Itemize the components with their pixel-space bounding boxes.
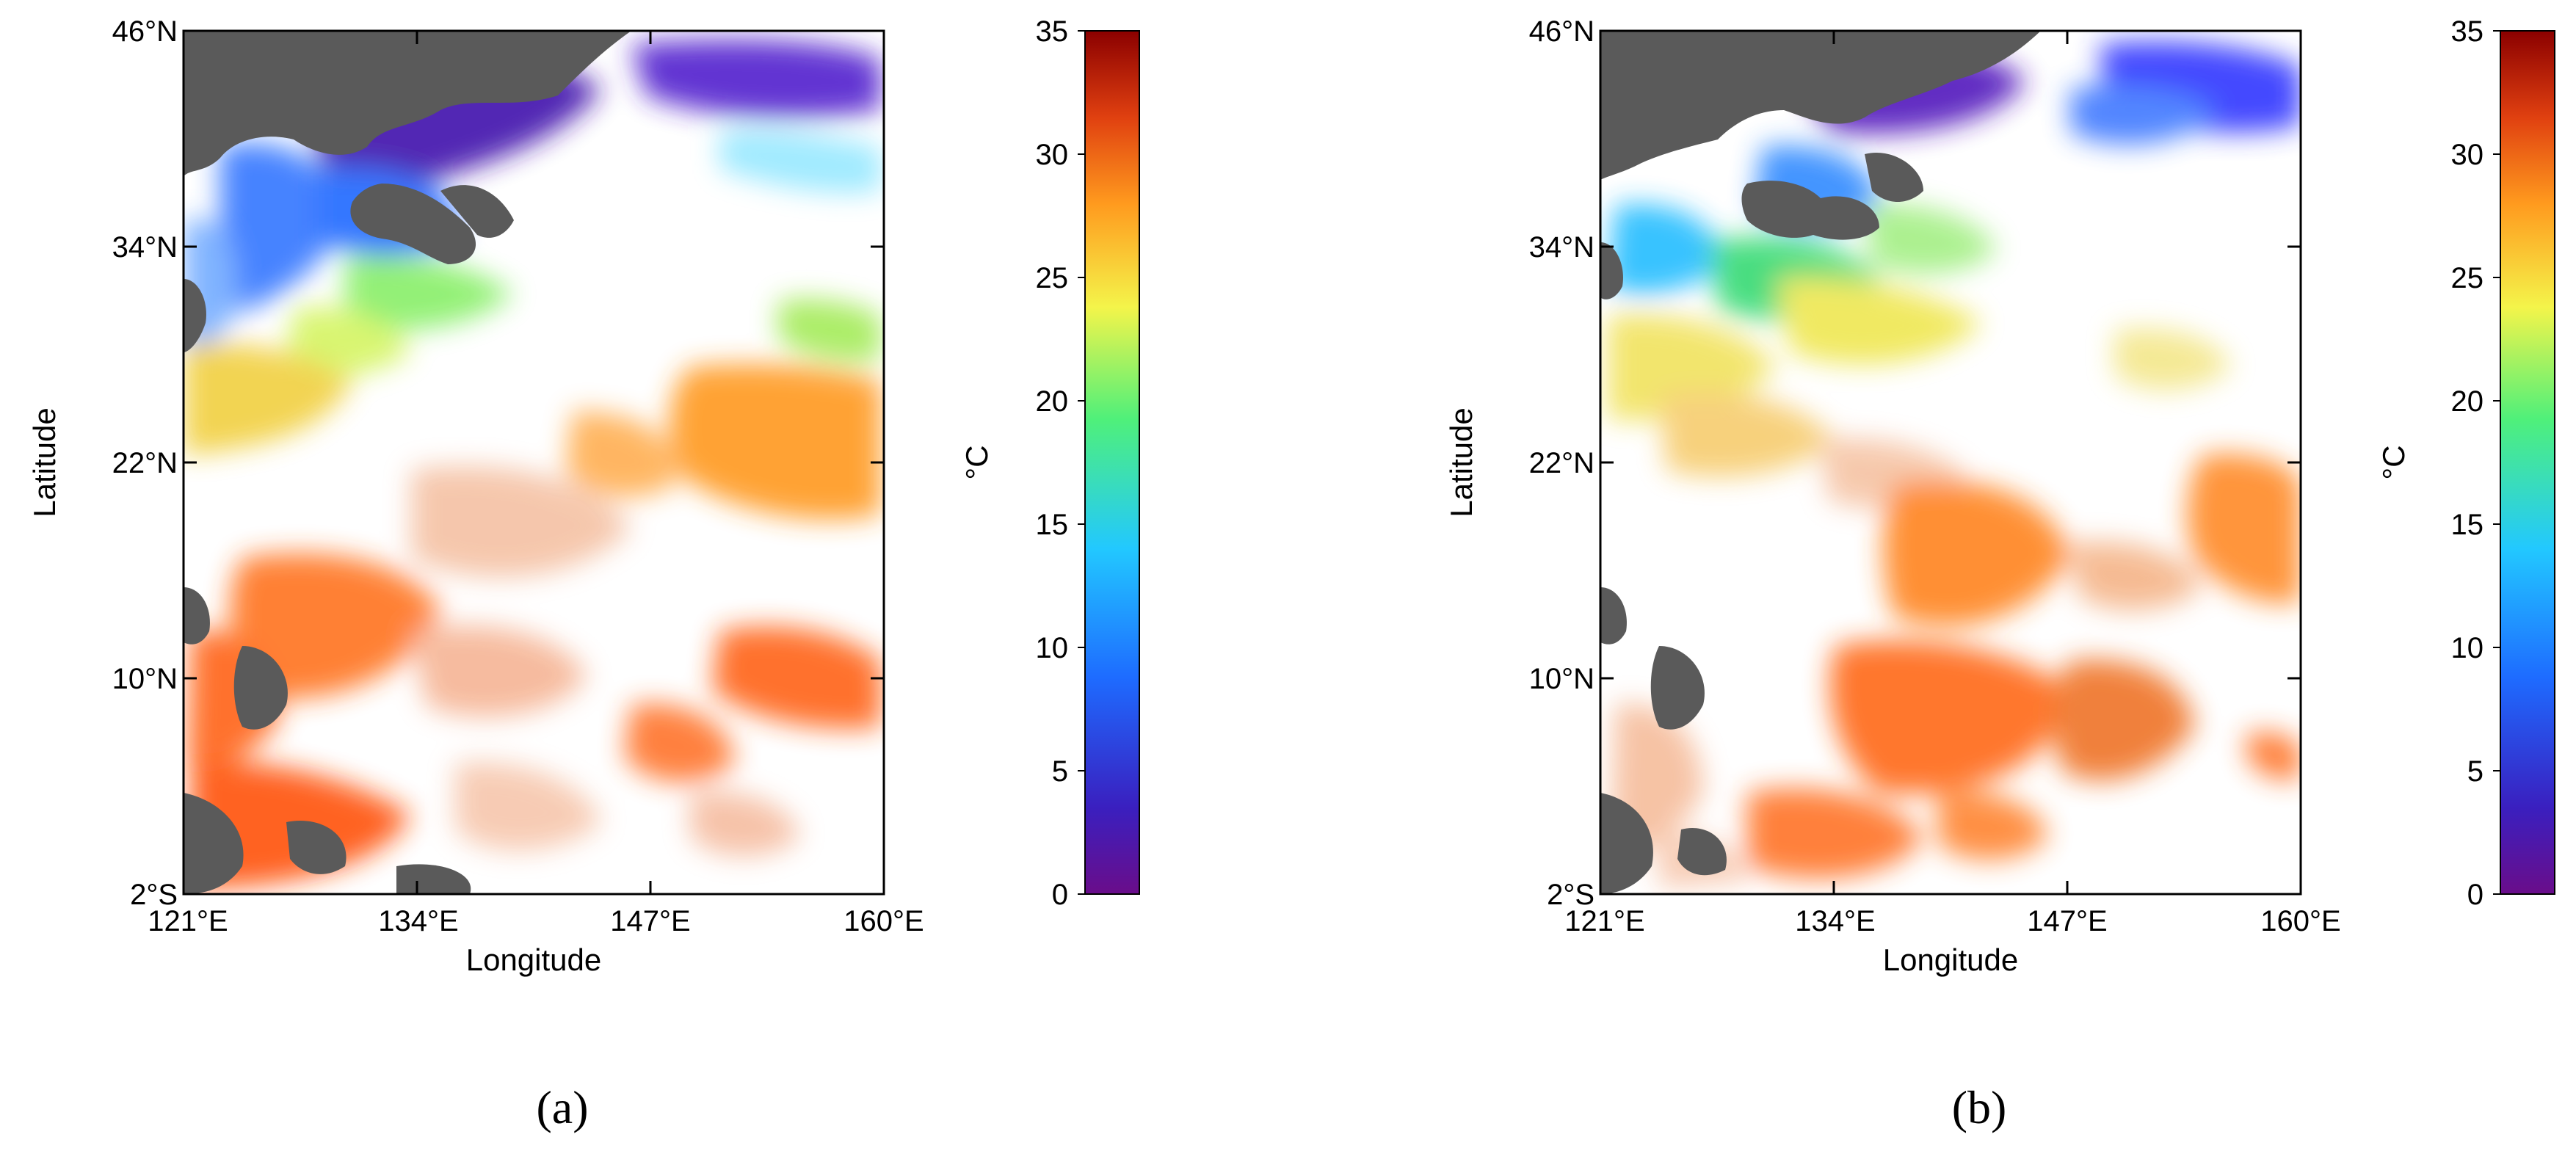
panel-b-xlabel: Longitude xyxy=(1883,943,2019,977)
panel-b-label: (b) xyxy=(1952,1081,2007,1133)
panel-b-map xyxy=(1600,31,2301,894)
panel-b-colorbar: 35 30 25 20 15 10 5 0 °C xyxy=(2376,15,2555,911)
panel-b-colorbar-tick: 15 xyxy=(2451,509,2484,541)
panel-a-colorbar-tick: 5 xyxy=(1052,755,1068,788)
panel-a-map xyxy=(184,31,884,894)
panel-a-label: (a) xyxy=(536,1081,588,1133)
panel-b-colorbar-tick: 35 xyxy=(2451,15,2484,48)
panel-a: 46°N 34°N 22°N 10°N 2°S 121°E 134°E 147°… xyxy=(27,15,1140,1133)
panel-b-colorbar-tick: 5 xyxy=(2467,755,2484,788)
panel-b-lon-tick-labels: 121°E 134°E 147°E 160°E xyxy=(1564,905,2340,937)
panel-a-lat-label: 10°N xyxy=(112,663,178,695)
panel-a-colorbar-tick: 10 xyxy=(1036,632,1069,664)
panel-b-lon-label: 147°E xyxy=(2027,905,2107,937)
panel-a-colorbar-unit: °C xyxy=(959,445,994,479)
panel-a-lat-label: 22°N xyxy=(112,447,178,479)
panel-a-colorbar-tick: 30 xyxy=(1036,139,1069,171)
panel-b-lat-label: 22°N xyxy=(1529,447,1594,479)
panel-a-lon-label: 121°E xyxy=(148,905,228,937)
panel-b-land xyxy=(1600,31,2041,894)
panel-b-colorbar-tick: 25 xyxy=(2451,262,2484,294)
panel-b-lat-label: 34°N xyxy=(1529,231,1594,264)
panel-a-lat-label: 34°N xyxy=(112,231,178,264)
panel-a-ylabel: Latitude xyxy=(27,407,62,517)
panel-a-colorbar-tick: 20 xyxy=(1036,385,1069,418)
panel-b-colorbar-tick: 30 xyxy=(2451,139,2484,171)
panel-b-lat-label: 10°N xyxy=(1529,663,1594,695)
panel-b-lat-tick-labels: 46°N 34°N 22°N 10°N 2°S xyxy=(1529,15,1594,911)
panel-b-ticks xyxy=(1600,31,2301,894)
panel-a-colorbar-tick: 35 xyxy=(1036,15,1069,48)
panel-b-colorbar-tick: 20 xyxy=(2451,385,2484,418)
panel-b-lat-label: 46°N xyxy=(1529,15,1594,48)
panel-a-colorbar-tick: 25 xyxy=(1036,262,1069,294)
panel-a-xlabel: Longitude xyxy=(466,943,602,977)
panel-a-lon-label: 160°E xyxy=(843,905,924,937)
panel-a-colorbar-tick: 15 xyxy=(1036,509,1069,541)
panel-b-lat-label: 2°S xyxy=(1547,879,1594,911)
panel-a-ticks xyxy=(184,31,884,894)
panel-b-lon-label: 160°E xyxy=(2260,905,2340,937)
panel-a-colorbar: 35 30 25 20 15 10 5 0 °C xyxy=(959,15,1140,911)
panel-a-lat-tick-labels: 46°N 34°N 22°N 10°N 2°S xyxy=(112,15,178,911)
panel-a-lon-label: 134°E xyxy=(378,905,458,937)
panel-b-colorbar-bar xyxy=(2500,30,2555,895)
panel-b: 46°N 34°N 22°N 10°N 2°S 121°E 134°E 147°… xyxy=(1444,15,2555,1133)
panel-b-lon-label: 134°E xyxy=(1795,905,1875,937)
panel-a-lat-label: 2°S xyxy=(130,879,178,911)
panel-a-lon-label: 147°E xyxy=(610,905,690,937)
panel-a-lon-tick-labels: 121°E 134°E 147°E 160°E xyxy=(148,905,924,937)
panel-b-colorbar-unit: °C xyxy=(2376,445,2411,479)
panel-a-colorbar-bar xyxy=(1084,30,1140,895)
panel-b-ylabel: Latitude xyxy=(1444,407,1479,517)
panel-a-land xyxy=(184,31,631,894)
panel-b-lon-label: 121°E xyxy=(1564,905,1644,937)
panel-a-lat-label: 46°N xyxy=(112,15,178,48)
panel-a-colorbar-tick: 0 xyxy=(1052,879,1068,911)
panel-b-colorbar-tick: 10 xyxy=(2451,632,2484,664)
panel-b-colorbar-tick: 0 xyxy=(2467,879,2484,911)
